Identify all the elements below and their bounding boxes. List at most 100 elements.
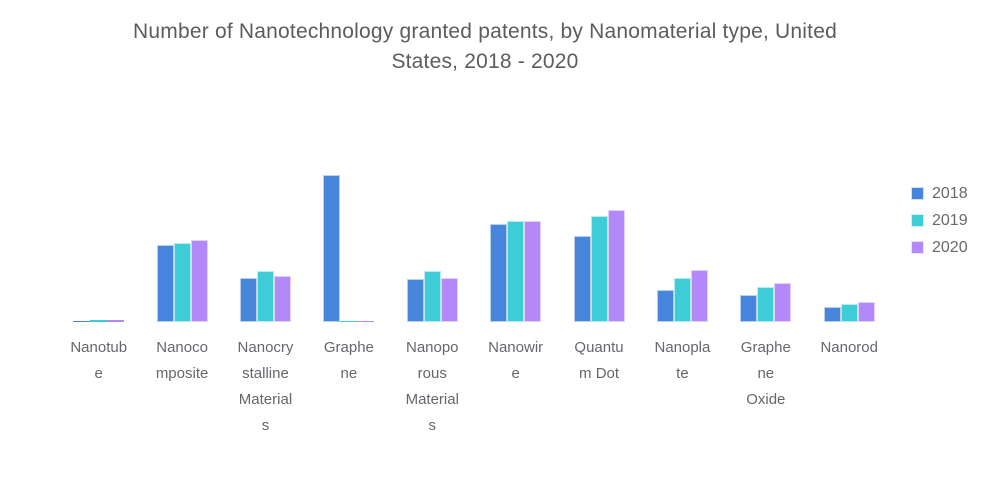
bar-group xyxy=(239,270,291,322)
category-group-nanorod xyxy=(808,97,891,322)
legend-label: 2019 xyxy=(932,211,968,229)
x-axis-label-line: m Dot xyxy=(579,365,620,382)
bar-group xyxy=(406,271,458,322)
x-axis-label-nanocomposite: Nanoco mposite xyxy=(140,335,223,387)
plot-area xyxy=(57,97,891,322)
bar-2019-nanoplate[interactable] xyxy=(673,278,691,322)
x-axis-label-nanocrystalline-materials: Nanocry stalline Material s xyxy=(224,335,307,439)
category-group-graphene xyxy=(307,97,390,322)
x-axis-label-line: Graphe xyxy=(323,339,374,356)
x-axis-label-line: Nanotub xyxy=(70,339,128,356)
x-axis-label-line: e xyxy=(511,365,520,382)
x-axis-label-line: ne xyxy=(340,365,358,382)
x-axis-labels: Nanotub e Nanoco mposite Nanocry stalline Mate… xyxy=(57,335,891,439)
x-axis-label-line: Quantu xyxy=(574,339,624,356)
bar-2018-nanowire[interactable] xyxy=(490,224,508,322)
legend-swatch-icon xyxy=(911,241,924,254)
bar-2018-nanoporous-materials[interactable] xyxy=(406,279,424,322)
legend: 2018 2019 2020 xyxy=(911,180,968,261)
bar-2018-graphene-oxide[interactable] xyxy=(740,295,758,322)
legend-item-2020[interactable]: 2020 xyxy=(911,234,968,261)
bar-group xyxy=(73,320,125,322)
bar-2018-nanoplate[interactable] xyxy=(656,289,674,322)
bar-2019-nanowire[interactable] xyxy=(507,220,525,322)
category-group-nanoporous-materials xyxy=(391,97,474,322)
x-axis-label-line: Nanopla xyxy=(654,339,711,356)
legend-label: 2020 xyxy=(932,238,968,256)
bar-2020-nanorod[interactable] xyxy=(857,302,875,322)
bar-2020-nanoplate[interactable] xyxy=(690,270,708,322)
x-axis-label-line: rous xyxy=(417,365,447,382)
legend-label: 2018 xyxy=(932,184,968,202)
x-axis-label-nanoporous-materials: Nanopo rous Material s xyxy=(391,335,474,439)
bar-group xyxy=(573,209,625,322)
x-axis-label-line: Nanocry xyxy=(237,339,294,356)
x-axis-label-line: s xyxy=(428,417,437,434)
bar-2018-nanorod[interactable] xyxy=(823,307,841,322)
x-axis-label-line: Material xyxy=(238,391,293,408)
bar-2019-nanotube[interactable] xyxy=(90,320,108,322)
bar-2018-graphene[interactable] xyxy=(323,175,341,322)
x-axis-label-quantum-dot: Quantu m Dot xyxy=(557,335,640,387)
legend-item-2018[interactable]: 2018 xyxy=(911,180,968,207)
x-axis-label-graphene-oxide: Graphe ne Oxide xyxy=(724,335,807,413)
bar-group xyxy=(490,220,542,322)
x-axis-label-line: mposite xyxy=(155,365,209,382)
x-axis-label-line: Material xyxy=(405,391,459,408)
bar-2019-nanorod[interactable] xyxy=(840,303,858,322)
bar-2020-nanotube[interactable] xyxy=(107,320,125,322)
x-axis-label-line: te xyxy=(676,365,689,382)
x-axis-label-nanotube: Nanotub e xyxy=(57,335,140,387)
category-group-graphene-oxide xyxy=(724,97,807,322)
category-group-nanocomposite xyxy=(140,97,223,322)
x-axis-label-nanoplate: Nanopla te xyxy=(641,335,724,387)
x-axis-label-nanowire: Nanowir e xyxy=(474,335,557,387)
bar-2020-graphene[interactable] xyxy=(357,321,375,322)
bar-group xyxy=(823,302,875,322)
bar-group xyxy=(740,283,792,322)
legend-swatch-icon xyxy=(911,214,924,227)
bar-2020-nanocrystalline-materials[interactable] xyxy=(273,275,291,322)
x-axis-label-line: Nanoco xyxy=(156,339,208,356)
bar-2020-graphene-oxide[interactable] xyxy=(774,283,792,322)
bar-2020-quantum-dot[interactable] xyxy=(607,209,625,322)
category-group-quantum-dot xyxy=(557,97,640,322)
x-axis-label-line: Nanowir xyxy=(488,339,544,356)
bar-2018-quantum-dot[interactable] xyxy=(573,236,591,322)
bar-2019-quantum-dot[interactable] xyxy=(590,216,608,322)
x-axis-label-nanorod: Nanorod xyxy=(808,335,891,361)
chart-title-line: Number of Nanotechnology granted patents… xyxy=(133,20,837,43)
x-axis-label-line: s xyxy=(261,417,270,434)
legend-item-2019[interactable]: 2019 xyxy=(911,207,968,234)
x-axis-label-line: Graphe xyxy=(740,339,791,356)
legend-swatch-icon xyxy=(911,187,924,200)
x-axis-label-line: ne xyxy=(757,365,775,382)
x-axis-label-line: Nanopo xyxy=(405,339,459,356)
category-group-nanocrystalline-materials xyxy=(224,97,307,322)
bar-group xyxy=(323,175,375,322)
category-group-nanowire xyxy=(474,97,557,322)
bar-2020-nanoporous-materials[interactable] xyxy=(440,277,458,322)
x-axis-label-line: stalline xyxy=(242,365,289,382)
x-axis-label-graphene: Graphe ne xyxy=(307,335,390,387)
bar-2019-graphene-oxide[interactable] xyxy=(757,287,775,322)
bar-2018-nanotube[interactable] xyxy=(73,320,91,322)
bar-2018-nanocomposite[interactable] xyxy=(156,245,174,322)
bar-2019-nanocrystalline-materials[interactable] xyxy=(256,270,274,322)
category-group-nanotube xyxy=(57,97,140,322)
x-axis-label-line: e xyxy=(94,365,103,382)
bar-2018-nanocrystalline-materials[interactable] xyxy=(239,277,257,322)
bar-group xyxy=(156,239,208,322)
chart-title-line: States, 2018 - 2020 xyxy=(391,50,579,73)
bar-2020-nanocomposite[interactable] xyxy=(190,239,208,322)
category-group-nanoplate xyxy=(641,97,724,322)
bar-group xyxy=(656,270,708,322)
x-axis-label-line: Oxide xyxy=(746,391,786,408)
x-axis-label-line: Nanorod xyxy=(820,339,878,356)
bar-2019-nanoporous-materials[interactable] xyxy=(423,271,441,322)
bar-2019-graphene[interactable] xyxy=(340,321,358,322)
bar-2020-nanowire[interactable] xyxy=(524,220,542,322)
chart-title: Number of Nanotechnology granted patents… xyxy=(0,17,970,77)
bar-2019-nanocomposite[interactable] xyxy=(173,242,191,322)
